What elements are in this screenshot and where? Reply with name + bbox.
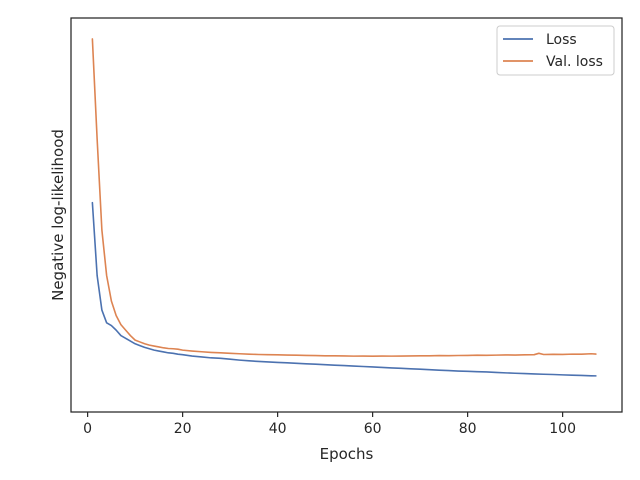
- plot-lines: [91, 38, 597, 377]
- legend: Loss Val. loss: [496, 25, 615, 76]
- x-tick-label-0: 0: [83, 421, 92, 437]
- x-axis-ticks: 0 20 40 60 80 100: [83, 412, 576, 437]
- x-tick-label-40: 40: [269, 421, 287, 437]
- x-tick-label-20: 20: [174, 421, 192, 437]
- y-axis-label: Negative log-likelihood: [49, 129, 67, 301]
- legend-label-val-loss: Val. loss: [546, 54, 603, 70]
- plot-frame: [70, 17, 623, 413]
- x-tick-label-80: 80: [459, 421, 477, 437]
- x-tick-label-60: 60: [364, 421, 382, 437]
- series-line-loss: [91, 201, 597, 377]
- legend-label-loss: Loss: [546, 32, 577, 48]
- x-axis-label: Epochs: [320, 445, 374, 463]
- series-line-val-loss: [91, 38, 597, 358]
- x-tick-label-100: 100: [549, 421, 576, 437]
